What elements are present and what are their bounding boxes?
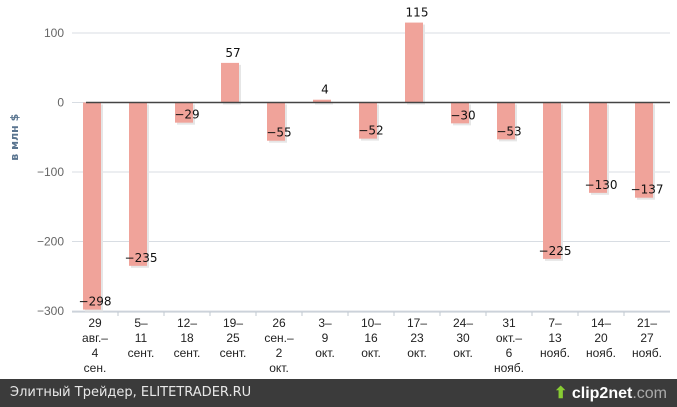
data-label: −30: [450, 108, 475, 122]
data-label: −52: [358, 124, 383, 138]
x-tick-label: 11: [135, 331, 148, 345]
bar: [175, 102, 193, 123]
data-label: −235: [125, 251, 158, 265]
source-text: Элитный Трейдер, ELITETRADER.RU: [10, 385, 252, 400]
upload-arrow-icon: ⬆: [554, 385, 568, 402]
clip2net-logo: ⬆ clip2net.com: [554, 383, 667, 403]
y-tick-label: −100: [37, 165, 64, 179]
x-tick-label: сен.–: [264, 331, 294, 345]
data-label: −137: [631, 183, 664, 197]
x-tick-label: окт.: [361, 346, 381, 360]
data-label: −55: [266, 126, 291, 140]
y-tick-label: 100: [44, 26, 64, 40]
x-tick-label: сент.: [174, 346, 201, 360]
x-tick-label: сент.: [128, 346, 155, 360]
x-tick-label: 2: [276, 346, 283, 360]
x-tick-label: окт.: [269, 361, 289, 375]
y-tick-label: 0: [57, 96, 64, 110]
x-tick-label: 21–: [637, 316, 657, 330]
x-tick-label: нояб.: [632, 346, 662, 360]
x-tick-label: сент.: [220, 346, 247, 360]
x-tick-label: 27: [640, 331, 654, 345]
x-tick-label: 30: [456, 331, 470, 345]
bar: [359, 102, 377, 139]
x-tick-label: нояб.: [586, 346, 616, 360]
bar: [635, 102, 653, 198]
bar: [405, 22, 423, 103]
data-label: 57: [225, 46, 240, 60]
x-tick-label: нояб.: [494, 361, 524, 375]
x-tick-label: окт.: [315, 346, 335, 360]
data-label: 115: [406, 6, 429, 20]
x-tick-label: 25: [226, 331, 240, 345]
x-tick-label: 31: [502, 316, 516, 330]
x-tick-label: 29: [88, 316, 102, 330]
y-tick-label: −300: [37, 304, 64, 318]
bar: [221, 62, 239, 103]
data-label: −130: [585, 178, 618, 192]
x-tick-label: окт.: [453, 346, 473, 360]
x-tick-label: 7–: [548, 316, 562, 330]
data-label: −225: [539, 244, 572, 258]
logo-main: clip2net: [571, 385, 633, 402]
y-axis-label: в млн $: [8, 114, 21, 161]
data-label: −298: [79, 295, 112, 309]
x-tick-label: 19–: [223, 316, 243, 330]
bar: [451, 102, 469, 124]
x-tick-label: 13: [548, 331, 562, 345]
x-tick-label: 14–: [591, 316, 611, 330]
x-tick-label: окт.: [407, 346, 427, 360]
x-tick-label: 23: [410, 331, 424, 345]
bar: [83, 102, 101, 310]
x-tick-label: 9: [322, 331, 329, 345]
bar: [267, 102, 285, 141]
bar: [313, 99, 331, 103]
data-label: −53: [496, 124, 521, 138]
x-tick-label: 17–: [407, 316, 427, 330]
bar: [543, 102, 561, 259]
x-tick-label: 6: [506, 346, 513, 360]
y-tick-label: −200: [37, 235, 64, 249]
x-tick-label: 16: [364, 331, 378, 345]
data-label: 4: [321, 83, 329, 97]
bar: [129, 102, 147, 266]
bar: [497, 102, 515, 140]
x-tick-label: 10–: [361, 316, 381, 330]
x-tick-label: 3–: [318, 316, 332, 330]
x-tick-label: 12–: [177, 316, 197, 330]
x-tick-label: 20: [594, 331, 608, 345]
footer: Элитный Трейдер, ELITETRADER.RU ⬆ clip2n…: [0, 379, 677, 407]
logo-domain: .com: [632, 385, 667, 402]
x-tick-label: 4: [92, 346, 99, 360]
x-tick-label: 18: [180, 331, 194, 345]
x-tick-label: авг.–: [82, 331, 108, 345]
bar: [589, 102, 607, 193]
x-tick-label: 26: [272, 316, 286, 330]
x-tick-label: 5–: [134, 316, 148, 330]
x-tick-label: окт.–: [496, 331, 523, 345]
x-tick-label: сен.: [84, 361, 107, 375]
data-label: −29: [174, 108, 199, 122]
x-tick-label: 24–: [453, 316, 473, 330]
x-tick-label: нояб.: [540, 346, 570, 360]
